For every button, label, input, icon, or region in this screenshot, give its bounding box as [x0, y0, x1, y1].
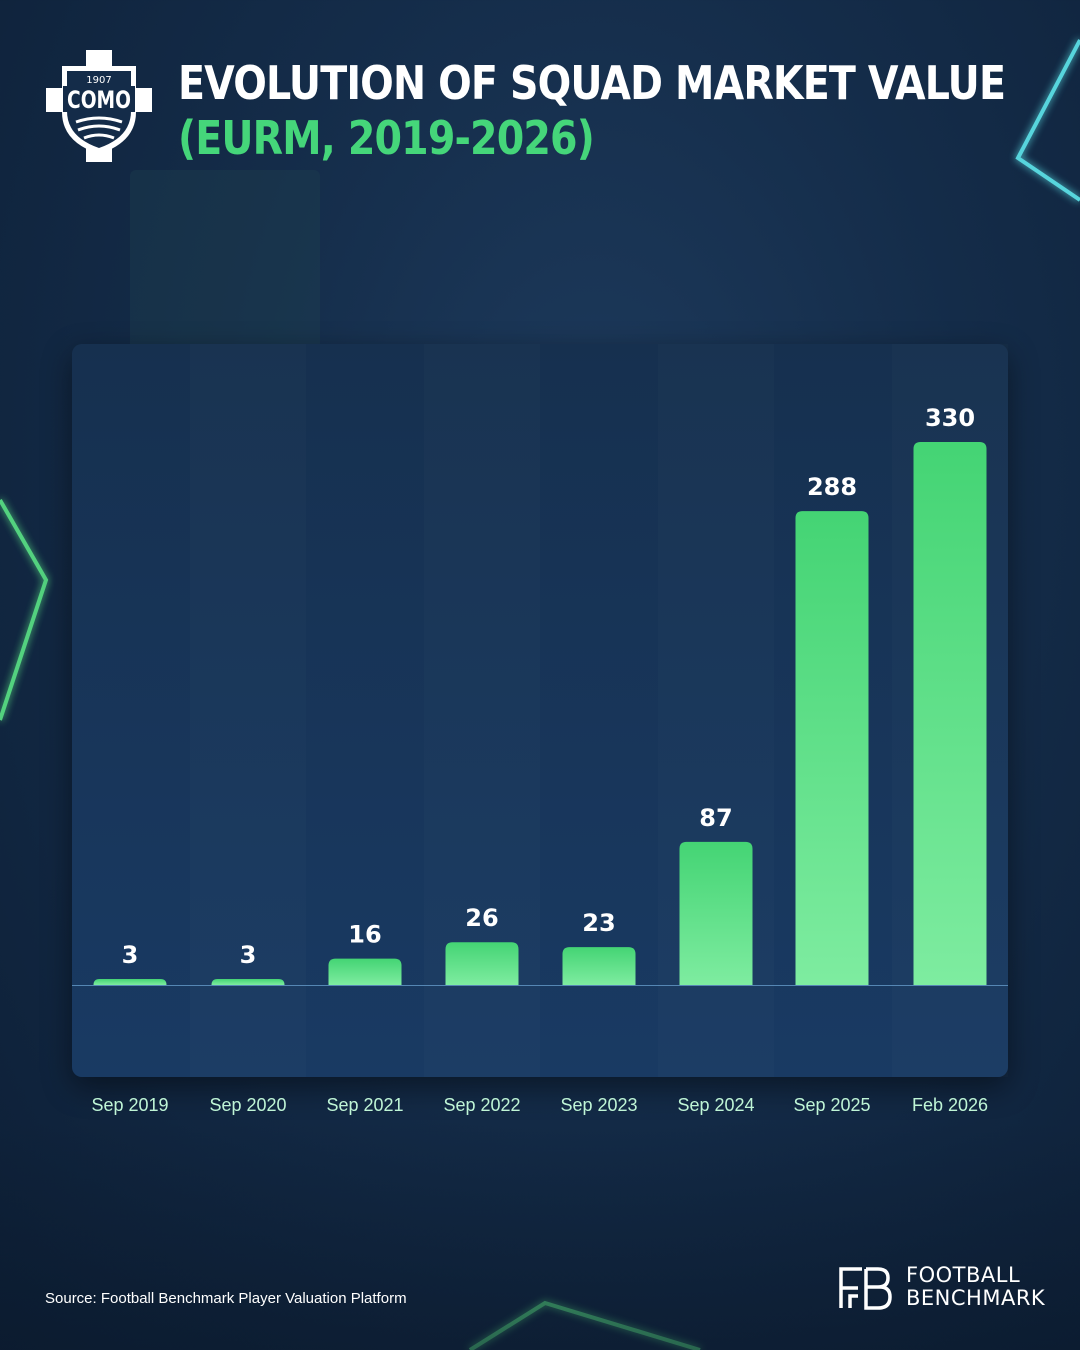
page-subtitle: (EURM, 2019-2026): [178, 111, 595, 165]
x-tick-label: Sep 2020: [209, 1095, 286, 1115]
bar-sep-2025: [795, 511, 869, 985]
fb-monogram-icon: [839, 1267, 892, 1310]
bar-sep-2022: [445, 942, 519, 985]
data-label: 3: [240, 941, 257, 969]
crest-name: COMO: [67, 86, 131, 114]
x-tick-label: Sep 2025: [793, 1095, 870, 1115]
bar-sep-2019: [93, 979, 167, 985]
x-tick-label: Sep 2024: [677, 1095, 754, 1115]
x-tick-label: Feb 2026: [912, 1095, 988, 1115]
data-label: 23: [582, 909, 615, 937]
x-tick-label: Sep 2019: [91, 1095, 168, 1115]
data-label: 87: [699, 804, 732, 832]
page-title: EVOLUTION OF SQUAD MARKET VALUE: [178, 56, 1006, 110]
data-label: 16: [348, 921, 381, 949]
header: EVOLUTION OF SQUAD MARKET VALUE (EURM, 2…: [178, 56, 1080, 166]
pitch-shadow: [0, 1120, 1080, 1350]
data-label: 26: [465, 904, 498, 932]
bar-sep-2023: [562, 947, 636, 985]
bar-feb-2026: [913, 442, 987, 985]
source-note: Source: Football Benchmark Player Valuat…: [45, 1290, 407, 1307]
bar-sep-2024: [679, 841, 753, 985]
data-label: 330: [925, 404, 975, 432]
brand-line1: FOOTBALL: [906, 1263, 1021, 1287]
brand-line2: BENCHMARK: [906, 1286, 1046, 1310]
x-tick-label: Sep 2021: [326, 1095, 403, 1115]
bar-sep-2021: [328, 958, 402, 985]
data-label: 3: [122, 941, 139, 969]
crest-year: 1907: [86, 75, 111, 86]
bar-sep-2020: [211, 979, 285, 985]
brand-logo: FOOTBALL BENCHMARK: [838, 1264, 1048, 1310]
x-tick-label: Sep 2023: [560, 1095, 637, 1115]
x-tick-label: Sep 2022: [443, 1095, 520, 1115]
data-label: 288: [807, 473, 857, 501]
como-crest-icon: 1907 COMO: [46, 50, 152, 162]
